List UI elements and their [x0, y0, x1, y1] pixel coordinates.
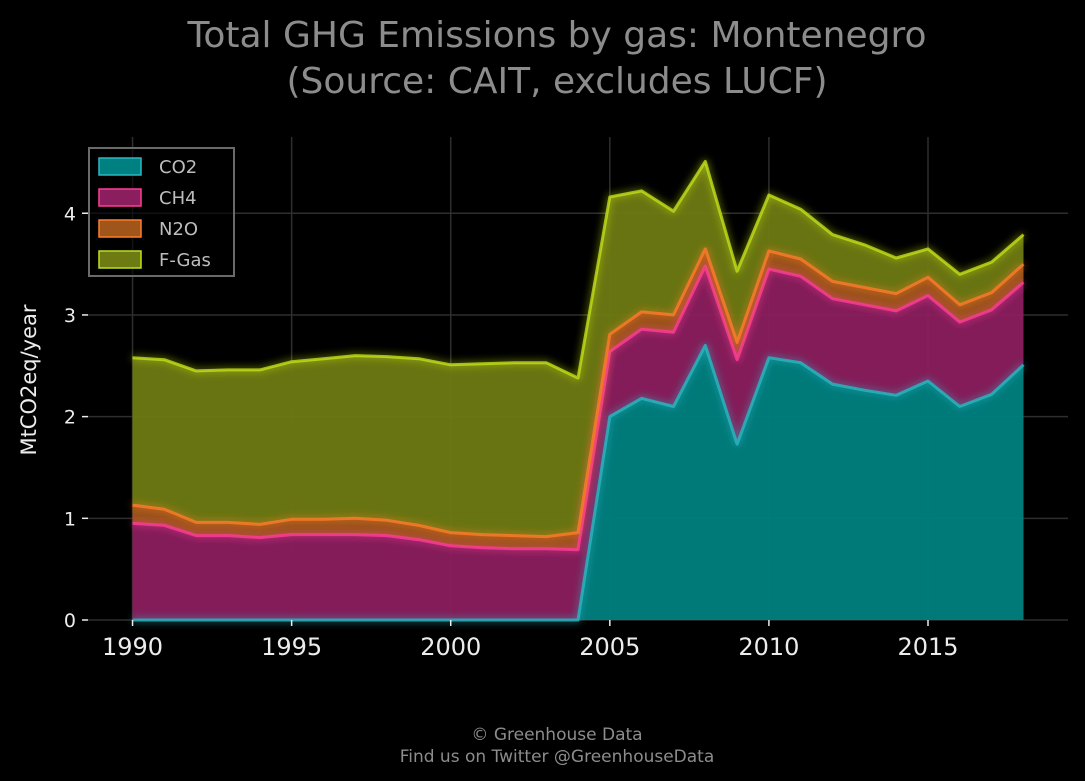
- line-co2: [132, 344, 1025, 622]
- footer-copyright: © Greenhouse Data: [471, 725, 642, 745]
- stacked-areas: [132, 161, 1024, 620]
- series-lines: [132, 159, 1025, 622]
- chart-subtitle: (Source: CAIT, excludes LUCF): [286, 61, 827, 102]
- line-f-gas: [132, 159, 1025, 380]
- legend-label: CH4: [159, 188, 197, 209]
- y-tick-label: 2: [64, 407, 76, 429]
- area-co2: [132, 345, 1024, 620]
- x-tick-label: 2005: [579, 633, 640, 661]
- chart-title: Total GHG Emissions by gas: Montenegro: [186, 15, 926, 56]
- y-axis-label: MtCO2eq/year: [17, 304, 41, 455]
- x-tick-label: 1990: [102, 633, 163, 661]
- axis-ticks: 1990 1995 2000 2005 2010 2015 0 1 2 3 4: [64, 203, 959, 661]
- y-tick-label: 4: [64, 203, 76, 225]
- x-tick-label: 2000: [420, 633, 481, 661]
- y-tick-label: 0: [64, 610, 76, 632]
- legend-swatch: [98, 157, 142, 176]
- line-ch4: [132, 264, 1025, 552]
- legend-swatch: [98, 250, 142, 269]
- x-tick-label: 1995: [261, 633, 322, 661]
- x-tick-label: 2015: [897, 633, 958, 661]
- legend-swatch: [98, 219, 142, 238]
- y-tick-label: 3: [64, 305, 76, 327]
- legend-label: F-Gas: [159, 250, 211, 271]
- y-tick-label: 1: [64, 508, 76, 530]
- footer-twitter: Find us on Twitter @GreenhouseData: [400, 747, 715, 767]
- x-tick-label: 2010: [738, 633, 799, 661]
- legend-label: N2O: [159, 219, 198, 240]
- legend-swatch: [98, 188, 142, 207]
- area-ch4: [132, 266, 1024, 620]
- legend-label: CO2: [159, 157, 197, 178]
- legend: CO2 CH4 N2O F-Gas: [88, 147, 235, 277]
- line-n2o: [132, 247, 1025, 539]
- area-f-gas: [132, 161, 1024, 537]
